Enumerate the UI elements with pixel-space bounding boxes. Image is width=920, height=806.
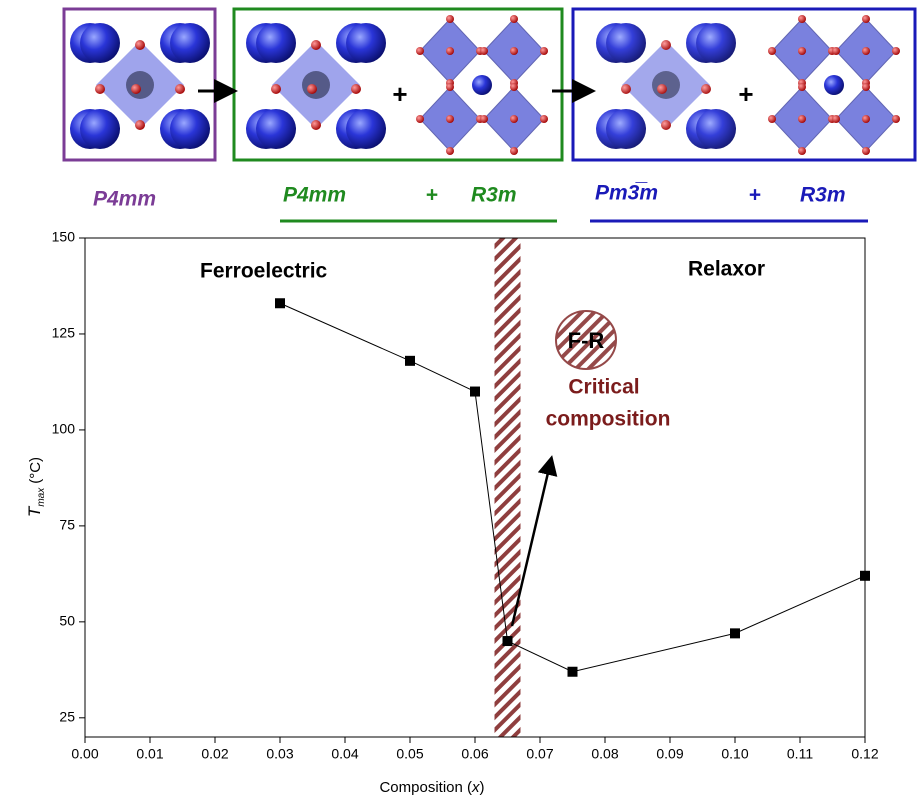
body: {"chart_data": {"type": "line", "phases"… bbox=[0, 0, 920, 801]
phase-label: + bbox=[749, 184, 761, 207]
y-label-part: (°C) bbox=[27, 457, 44, 484]
annotation: composition bbox=[546, 408, 671, 431]
annotation: Critical bbox=[568, 376, 639, 399]
region-label: Relaxor bbox=[688, 258, 765, 281]
x-tick-label: 0.05 bbox=[396, 746, 423, 762]
phase-label: P4mm bbox=[93, 188, 156, 211]
x-tick-label: 0.10 bbox=[721, 746, 748, 762]
phase-label: R3m bbox=[800, 184, 846, 207]
y-tick-label: 150 bbox=[52, 229, 76, 245]
y-label-part: max bbox=[36, 487, 47, 507]
x-tick-label: 0.09 bbox=[656, 746, 683, 762]
x-tick-label: 0.06 bbox=[461, 746, 488, 762]
x-tick-label: 0.03 bbox=[266, 746, 293, 762]
x-label-part: Composition ( bbox=[379, 779, 472, 796]
badge-label: F-R bbox=[568, 328, 605, 353]
phase-labels: P4mm P4mm + R3m Pm3̅m + R3m bbox=[93, 182, 868, 221]
y-tick-label: 125 bbox=[52, 325, 76, 341]
critical-badge: F-R bbox=[556, 311, 616, 369]
x-tick-label: 0.12 bbox=[851, 746, 878, 762]
plot-frame bbox=[85, 238, 865, 737]
data-point bbox=[503, 636, 513, 646]
data-point bbox=[470, 387, 480, 397]
phase-label: P4mm bbox=[283, 184, 346, 207]
x-tick-label: 0.11 bbox=[787, 746, 813, 762]
data-point bbox=[405, 356, 415, 366]
x-label-part: ) bbox=[480, 779, 485, 796]
data-point bbox=[860, 571, 870, 581]
chart: + + P4mm P4mm + R3m Pm3̅m + R3m Ferroele… bbox=[0, 0, 920, 801]
page: body { margin: 0; width: 920px; height: … bbox=[0, 0, 920, 801]
y-tick-label: 100 bbox=[52, 421, 76, 437]
x-tick-label: 0.02 bbox=[201, 746, 228, 762]
x-tick-label: 0.08 bbox=[591, 746, 618, 762]
phase-label: Pm3̅m bbox=[595, 182, 658, 205]
phase-label: + bbox=[426, 184, 438, 207]
y-tick-label: 75 bbox=[59, 517, 75, 533]
critical-band bbox=[495, 238, 521, 737]
x-tick-label: 0.00 bbox=[71, 746, 98, 762]
data-point bbox=[275, 298, 285, 308]
data-point bbox=[568, 667, 578, 677]
x-tick-label: 0.04 bbox=[331, 746, 358, 762]
x-axis-label: Composition (x) bbox=[379, 779, 484, 796]
svg-text:+: + bbox=[392, 79, 407, 109]
region-label: Ferroelectric bbox=[200, 260, 328, 283]
y-axis-label: Tmax(°C) bbox=[25, 457, 46, 517]
structure-panel: + + bbox=[64, 9, 915, 160]
y-tick-label: 50 bbox=[59, 613, 75, 629]
x-tick-label: 0.07 bbox=[526, 746, 553, 762]
data-point bbox=[730, 628, 740, 638]
svg-text:+: + bbox=[738, 79, 753, 109]
phase-label: R3m bbox=[471, 184, 517, 207]
y-tick-label: 25 bbox=[59, 709, 75, 725]
x-tick-label: 0.01 bbox=[136, 746, 163, 762]
